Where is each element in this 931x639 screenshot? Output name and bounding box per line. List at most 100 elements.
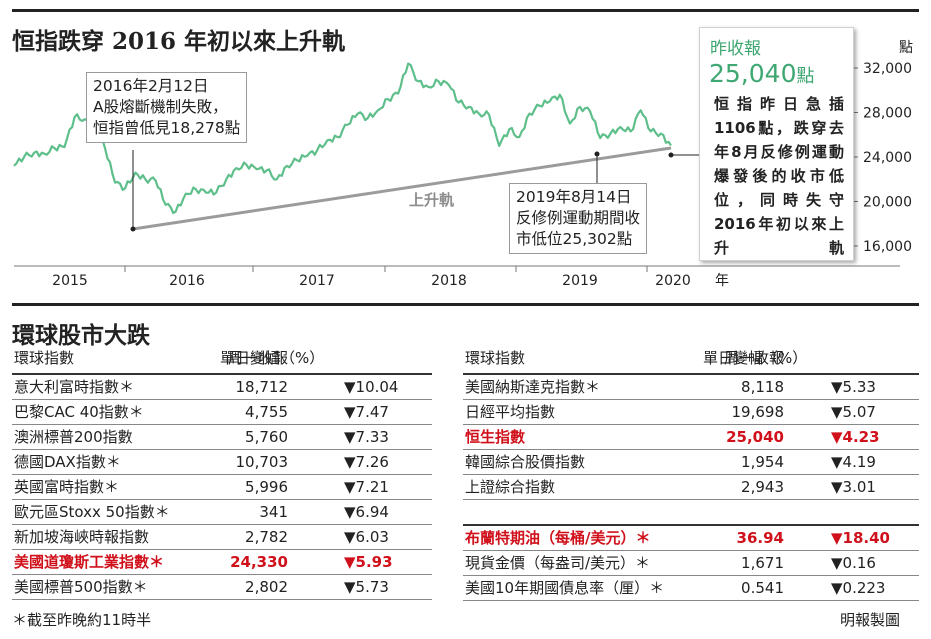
header-index: 環球指數 — [14, 349, 75, 367]
info-box: 昨收報 25,040點 恒指昨日急插1106點，跌穿去年8月反修例運動爆發後的收… — [699, 27, 854, 261]
row-close: 10,703 — [235, 453, 289, 471]
y-tick-label: 20,000 — [863, 195, 912, 211]
table-row: 意大利富時指數＊ 18,712 ▼10.04 — [12, 375, 432, 400]
row-rule — [12, 424, 432, 425]
table-row: 布蘭特期油（每桶/美元）＊ 36.94 ▼18.40 — [463, 526, 919, 551]
row-change: ▼4.19 — [831, 453, 876, 471]
row-rule — [463, 575, 919, 576]
row-index-name: 巴黎CAC 40指數＊ — [14, 403, 144, 421]
row-rule — [12, 524, 432, 525]
credit: 明報製圖 — [840, 611, 901, 629]
row-change: ▼10.04 — [344, 378, 399, 396]
row-change: ▼7.26 — [344, 453, 389, 471]
row-change: ▼7.47 — [344, 403, 389, 421]
row-change: ▼6.03 — [344, 528, 389, 546]
row-close: 18,712 — [235, 378, 289, 396]
table-row: 澳洲標普200指數 5,760 ▼7.33 — [12, 425, 432, 450]
row-index-name: 美國標普500指數＊ — [14, 578, 148, 596]
row-index-name: 韓國綜合股價指數 — [465, 453, 586, 471]
row-index-name: 意大利富時指數＊ — [14, 378, 135, 396]
info-unit: 點 — [796, 66, 815, 87]
table-row: 韓國綜合股價指數 1,954 ▼4.19 — [463, 450, 919, 475]
row-change: ▼0.223 — [831, 579, 886, 597]
row-close: 2,943 — [741, 478, 784, 496]
row-rule — [463, 600, 919, 601]
row-close: 5,760 — [245, 428, 288, 446]
y-tick-label: 24,000 — [863, 150, 912, 166]
y-unit-label: 點 — [899, 40, 913, 56]
top-rule — [12, 9, 919, 12]
callout-line: 2016年2月12日 — [93, 77, 209, 95]
y-tick-label: 28,000 — [863, 106, 912, 122]
trend-line — [132, 146, 672, 231]
table-header-row: 環球指數 周一收報 單日變幅（%） — [12, 346, 432, 371]
table-row: 美國道瓊斯工業指數＊ 24,330 ▼5.93 — [12, 550, 432, 575]
row-index-name: 布蘭特期油（每桶/美元）＊ — [465, 529, 651, 547]
group-rule — [463, 524, 919, 526]
header-close: 周一收報 — [227, 349, 288, 367]
low-marker — [594, 151, 600, 157]
x-tick-label: 2018 — [431, 273, 467, 289]
row-close: 25,040 — [726, 428, 784, 446]
info-text: 恒指昨日急插1106點，跌穿去年8月反修例運動爆發後的收市低位，同時失守2016… — [714, 95, 844, 257]
callout-2019-low: 2019年8月14日 反修例運動期間收 市低位25,302點 — [509, 183, 648, 254]
row-rule — [12, 474, 432, 475]
table-left: 環球指數 周一收報 單日變幅（%） 意大利富時指數＊ 18,712 ▼10.04 巴黎CAC… — [12, 346, 432, 606]
table-row: 歐元區Stoxx 50指數＊ 341 ▼6.94 — [12, 500, 432, 525]
x-tick-label: 2015 — [52, 273, 88, 289]
y-tick-label: 32,000 — [863, 61, 912, 77]
chart-title: 恒指跌穿 2016 年初以來上升軌 — [12, 28, 346, 55]
table-row: 英國富時指數＊ 5,996 ▼7.21 — [12, 475, 432, 500]
row-close: 8,118 — [741, 378, 784, 396]
header-rule — [463, 373, 919, 375]
last-close-marker — [668, 152, 674, 158]
row-change: ▼5.93 — [344, 553, 393, 571]
row-rule — [12, 549, 432, 550]
row-index-name: 美國10年期國債息率（厘）＊ — [465, 579, 665, 597]
row-close: 1,671 — [741, 554, 784, 572]
row-close: 2,782 — [245, 528, 288, 546]
row-rule — [463, 499, 919, 500]
row-rule — [12, 449, 432, 450]
callout-line: 反修例運動期間收 — [516, 209, 641, 227]
header-index: 環球指數 — [465, 349, 526, 367]
trend-line-label: 上升軌 — [409, 191, 454, 209]
price-line — [13, 62, 672, 215]
row-change: ▼7.33 — [344, 428, 389, 446]
row-change: ▼6.94 — [344, 503, 389, 521]
row-index-name: 上證綜合指數 — [465, 478, 556, 496]
row-close: 2,802 — [245, 578, 288, 596]
header-close: 周一收報 — [723, 349, 784, 367]
row-rule — [463, 449, 919, 450]
row-change: ▼7.21 — [344, 478, 389, 496]
table-row: 上證綜合指數 2,943 ▼3.01 — [463, 475, 919, 500]
row-close: 19,698 — [731, 403, 785, 421]
row-index-name: 日經平均指數 — [465, 403, 556, 421]
table-row: 美國標普500指數＊ 2,802 ▼5.73 — [12, 575, 432, 600]
row-rule — [463, 474, 919, 475]
table-row: 恒生指數 25,040 ▼4.23 — [463, 425, 919, 450]
table-row: 美國納斯達克指數＊ 8,118 ▼5.33 — [463, 375, 919, 400]
low-marker — [130, 226, 136, 232]
callout-line: A股熔斷機制失敗， — [93, 98, 228, 116]
footnote: ＊截至昨晚約11時半 — [12, 611, 152, 629]
row-change: ▼5.33 — [831, 378, 876, 396]
row-change: ▼5.73 — [344, 578, 389, 596]
row-index-name: 澳洲標普200指數 — [14, 428, 133, 446]
row-change: ▼5.07 — [831, 403, 876, 421]
header-rule — [12, 373, 432, 375]
table-row: 現貨金價（每盎司/美元）＊ 1,671 ▼0.16 — [463, 551, 919, 576]
table-right: 環球指數 周一收報 單日變幅（%） 美國納斯達克指數＊ 8,118 ▼5.33 日經平均指數… — [463, 346, 919, 606]
row-rule — [463, 424, 919, 425]
line-chart: 2015 2016 2017 2018 2019 2020 年 32,000 28,000 24,… — [13, 40, 913, 289]
row-index-name: 恒生指數 — [465, 428, 526, 446]
row-index-name: 美國納斯達克指數＊ — [465, 378, 601, 396]
info-value: 25,040 — [709, 59, 797, 88]
row-rule — [463, 550, 919, 551]
info-label: 昨收報 — [710, 39, 761, 59]
x-tick-label: 2017 — [299, 273, 335, 289]
table-title: 環球股市大跌 — [12, 322, 150, 349]
mid-rule — [12, 303, 919, 306]
row-rule — [12, 399, 432, 400]
row-rule — [12, 599, 432, 600]
